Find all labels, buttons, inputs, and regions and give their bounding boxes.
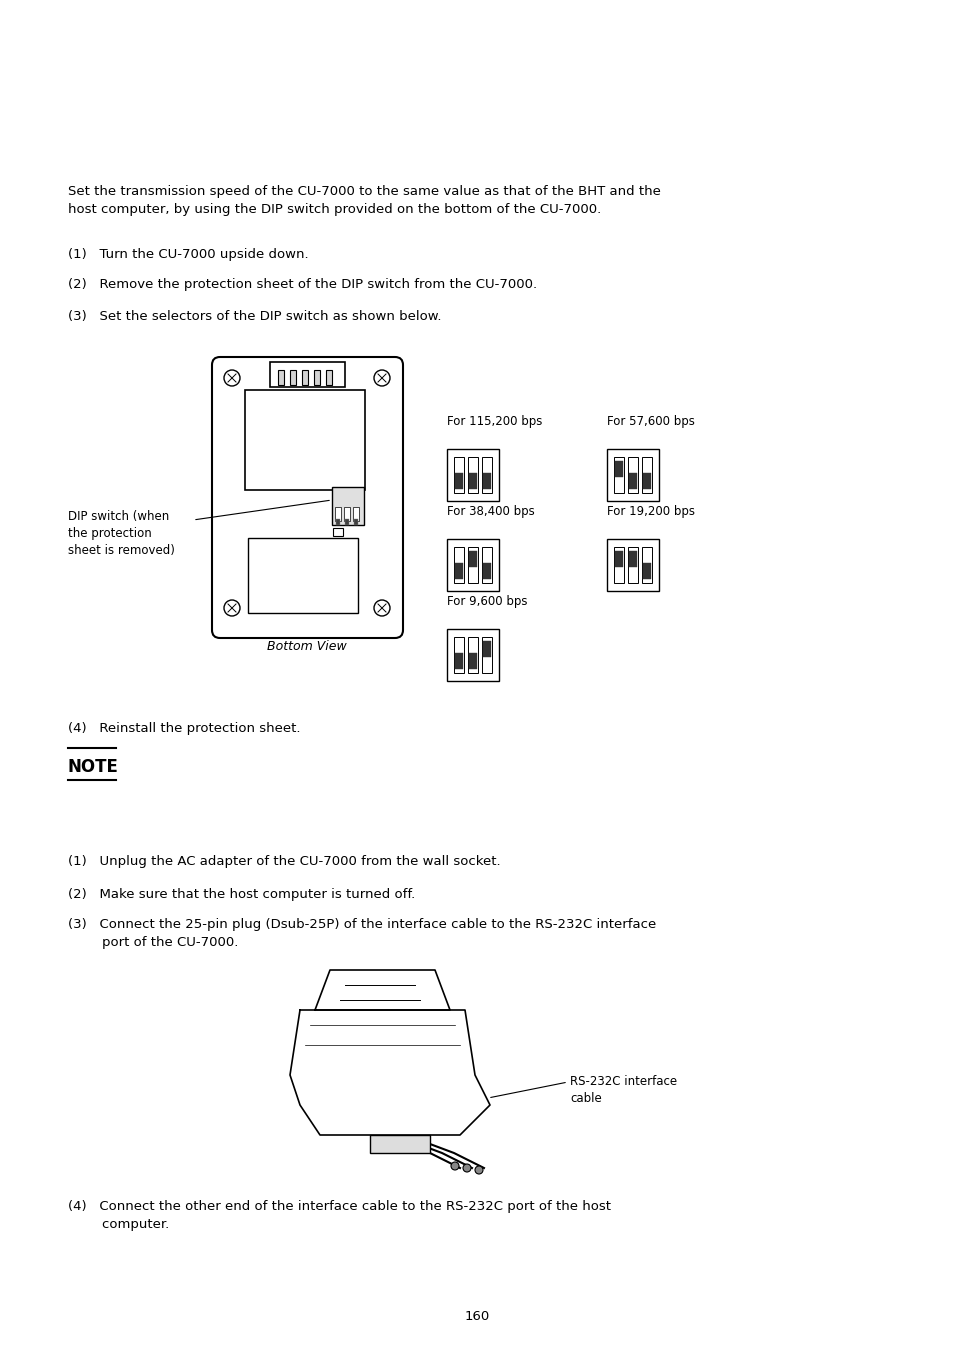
Polygon shape xyxy=(314,971,450,1010)
Polygon shape xyxy=(290,1010,490,1135)
Bar xyxy=(248,538,357,613)
Circle shape xyxy=(475,1166,482,1174)
Bar xyxy=(333,528,343,537)
Bar xyxy=(628,551,637,568)
Bar xyxy=(447,449,498,501)
Bar xyxy=(642,563,650,580)
Text: For 38,400 bps: For 38,400 bps xyxy=(447,506,535,518)
Bar xyxy=(614,547,623,582)
Bar xyxy=(627,547,638,582)
Bar xyxy=(353,507,358,520)
Bar xyxy=(481,547,492,582)
Text: (3)   Connect the 25-pin plug (Dsub-25P) of the interface cable to the RS-232C i: (3) Connect the 25-pin plug (Dsub-25P) o… xyxy=(68,918,656,949)
Bar xyxy=(454,547,463,582)
Text: For 19,200 bps: For 19,200 bps xyxy=(606,506,695,518)
Text: (2)   Make sure that the host computer is turned off.: (2) Make sure that the host computer is … xyxy=(68,888,415,900)
Text: (1)   Turn the CU-7000 upside down.: (1) Turn the CU-7000 upside down. xyxy=(68,248,309,262)
Bar xyxy=(335,507,340,520)
Text: RS-232C interface
cable: RS-232C interface cable xyxy=(569,1074,677,1105)
Bar xyxy=(469,551,476,568)
Bar xyxy=(482,563,491,580)
Bar xyxy=(606,449,659,501)
Bar xyxy=(641,547,651,582)
Circle shape xyxy=(224,600,240,616)
Bar xyxy=(447,630,498,681)
Bar xyxy=(482,473,491,489)
Bar xyxy=(335,519,339,524)
Bar xyxy=(270,363,345,387)
Bar xyxy=(277,369,284,386)
Bar xyxy=(326,369,332,386)
Bar xyxy=(455,563,462,580)
Text: For 9,600 bps: For 9,600 bps xyxy=(447,594,527,608)
Bar xyxy=(615,551,622,568)
Bar xyxy=(245,390,365,491)
Bar xyxy=(642,473,650,489)
Bar xyxy=(627,457,638,493)
Text: Bottom View: Bottom View xyxy=(267,640,347,652)
Bar xyxy=(606,539,659,590)
Bar xyxy=(370,1135,430,1153)
Bar xyxy=(344,507,350,520)
Circle shape xyxy=(374,600,390,616)
Bar xyxy=(481,457,492,493)
Bar xyxy=(481,638,492,673)
Bar xyxy=(628,473,637,489)
Text: 160: 160 xyxy=(464,1310,489,1322)
Bar xyxy=(455,473,462,489)
Circle shape xyxy=(451,1162,458,1170)
Bar xyxy=(615,461,622,477)
Text: (1)   Unplug the AC adapter of the CU-7000 from the wall socket.: (1) Unplug the AC adapter of the CU-7000… xyxy=(68,855,500,868)
Bar xyxy=(641,457,651,493)
Circle shape xyxy=(224,369,240,386)
Bar xyxy=(455,652,462,669)
Bar xyxy=(468,638,477,673)
Bar xyxy=(454,457,463,493)
Circle shape xyxy=(374,369,390,386)
Bar xyxy=(454,638,463,673)
Bar xyxy=(354,519,357,524)
Bar xyxy=(332,487,364,524)
Bar xyxy=(469,473,476,489)
Bar xyxy=(468,457,477,493)
Text: DIP switch (when
the protection
sheet is removed): DIP switch (when the protection sheet is… xyxy=(68,510,174,557)
Bar xyxy=(345,519,349,524)
Bar xyxy=(302,369,308,386)
FancyBboxPatch shape xyxy=(212,357,402,638)
Bar xyxy=(290,369,295,386)
Text: Set the transmission speed of the CU-7000 to the same value as that of the BHT a: Set the transmission speed of the CU-700… xyxy=(68,185,660,216)
Text: For 115,200 bps: For 115,200 bps xyxy=(447,415,542,429)
Text: (2)   Remove the protection sheet of the DIP switch from the CU-7000.: (2) Remove the protection sheet of the D… xyxy=(68,278,537,291)
Bar xyxy=(447,539,498,590)
Bar xyxy=(469,652,476,669)
Text: (4)   Reinstall the protection sheet.: (4) Reinstall the protection sheet. xyxy=(68,723,300,735)
Bar xyxy=(482,642,491,656)
Circle shape xyxy=(462,1165,471,1171)
Text: NOTE: NOTE xyxy=(68,758,119,776)
Bar xyxy=(468,547,477,582)
Bar xyxy=(314,369,319,386)
Text: (4)   Connect the other end of the interface cable to the RS-232C port of the ho: (4) Connect the other end of the interfa… xyxy=(68,1200,610,1231)
Text: For 57,600 bps: For 57,600 bps xyxy=(606,415,694,429)
Text: (3)   Set the selectors of the DIP switch as shown below.: (3) Set the selectors of the DIP switch … xyxy=(68,310,441,324)
Bar xyxy=(614,457,623,493)
